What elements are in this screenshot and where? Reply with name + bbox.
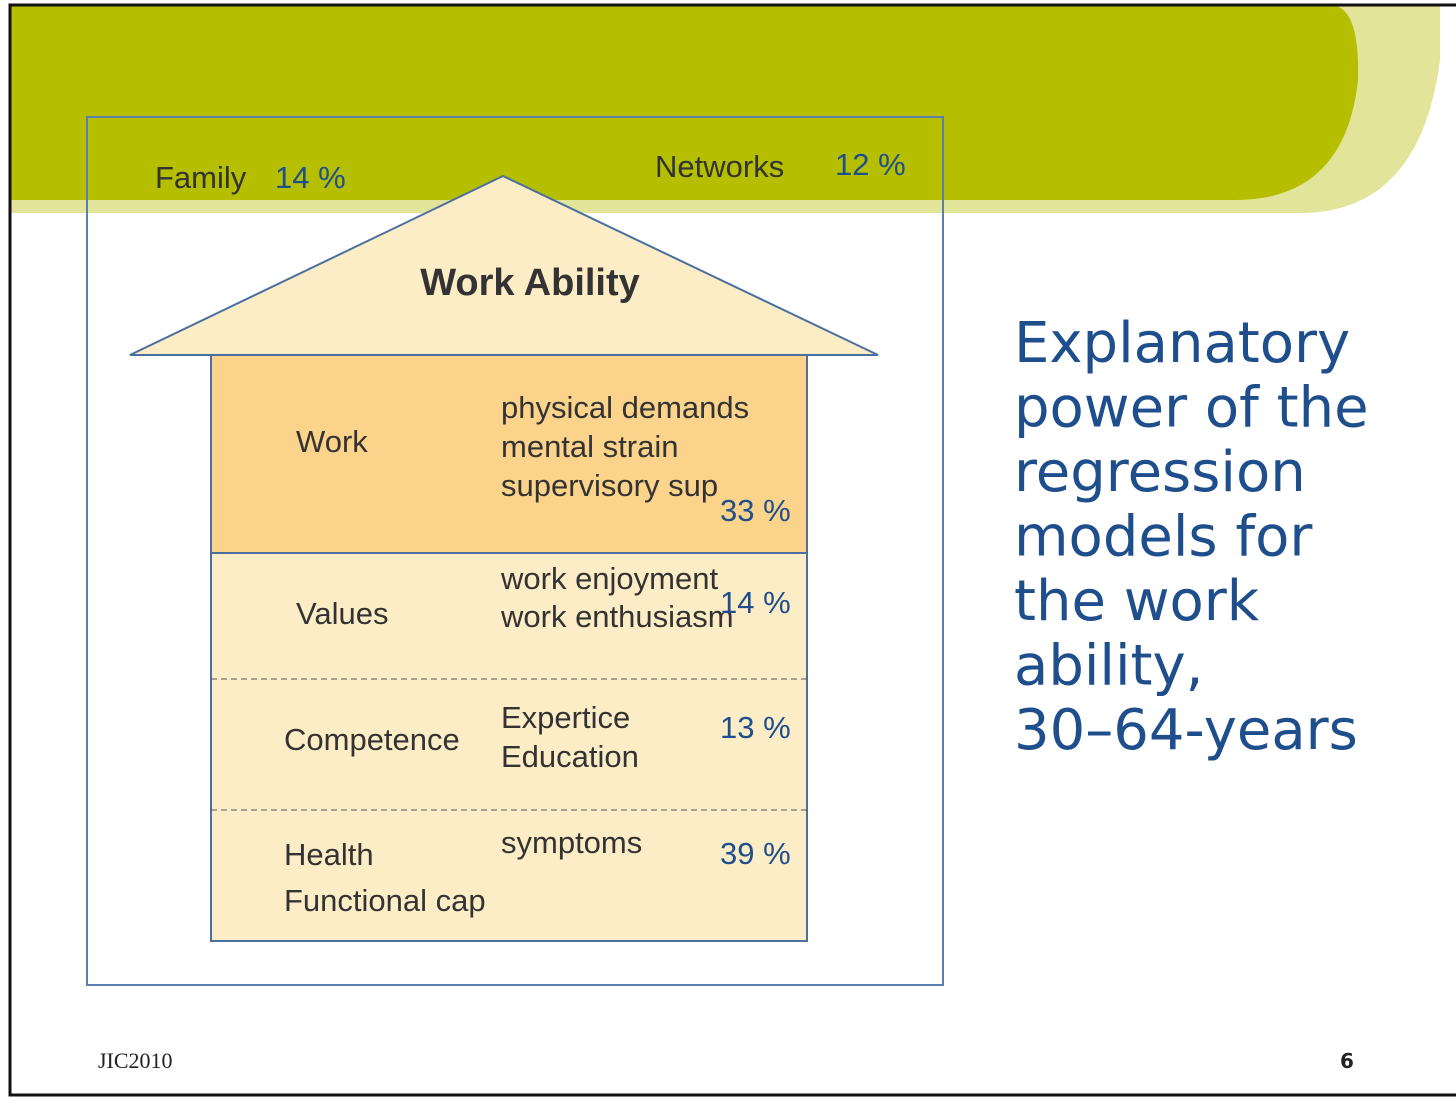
row-item: Expertice xyxy=(501,700,630,735)
row-label: Functional cap xyxy=(284,883,486,918)
side-title-line: power of the xyxy=(1014,376,1369,441)
networks-label: Networks xyxy=(655,149,784,184)
row-item: supervisory sup xyxy=(501,468,718,503)
slide-border xyxy=(8,3,1456,1097)
row-value: 14 % xyxy=(720,585,791,620)
row-item: mental strain xyxy=(501,429,678,464)
row-value: 39 % xyxy=(720,836,791,871)
row-item: Education xyxy=(501,739,639,774)
side-title-line: the work xyxy=(1014,569,1260,634)
house-title: Work Ability xyxy=(420,262,640,304)
side-title-line: regression xyxy=(1014,440,1306,505)
row-label: Values xyxy=(296,596,389,631)
family-value: 14 % xyxy=(275,160,346,195)
footer-left: JIC2010 xyxy=(98,1048,173,1073)
band-dark xyxy=(10,5,1359,200)
row-value: 13 % xyxy=(720,710,791,745)
work-block xyxy=(210,354,808,554)
outer-frame xyxy=(86,116,944,986)
row-value: 33 % xyxy=(720,493,791,528)
row-label: Work xyxy=(296,424,368,459)
side-title-line: 30–64-years xyxy=(1014,698,1358,763)
row-item: symptoms xyxy=(501,825,642,860)
side-title-line: Explanatory xyxy=(1014,311,1350,376)
networks-value: 12 % xyxy=(835,147,906,182)
base-block xyxy=(210,552,808,942)
side-title-line: ability, xyxy=(1014,634,1203,699)
row-item: physical demands xyxy=(501,390,749,425)
side-title-line: models for xyxy=(1014,505,1313,570)
row-item: work enjoyment xyxy=(500,561,718,596)
row-item: work enthusiasm xyxy=(500,599,734,634)
family-label: Family xyxy=(155,160,247,195)
row-label: Competence xyxy=(284,722,460,757)
row-label: Health xyxy=(284,837,374,872)
page-number: 6 xyxy=(1340,1049,1354,1073)
